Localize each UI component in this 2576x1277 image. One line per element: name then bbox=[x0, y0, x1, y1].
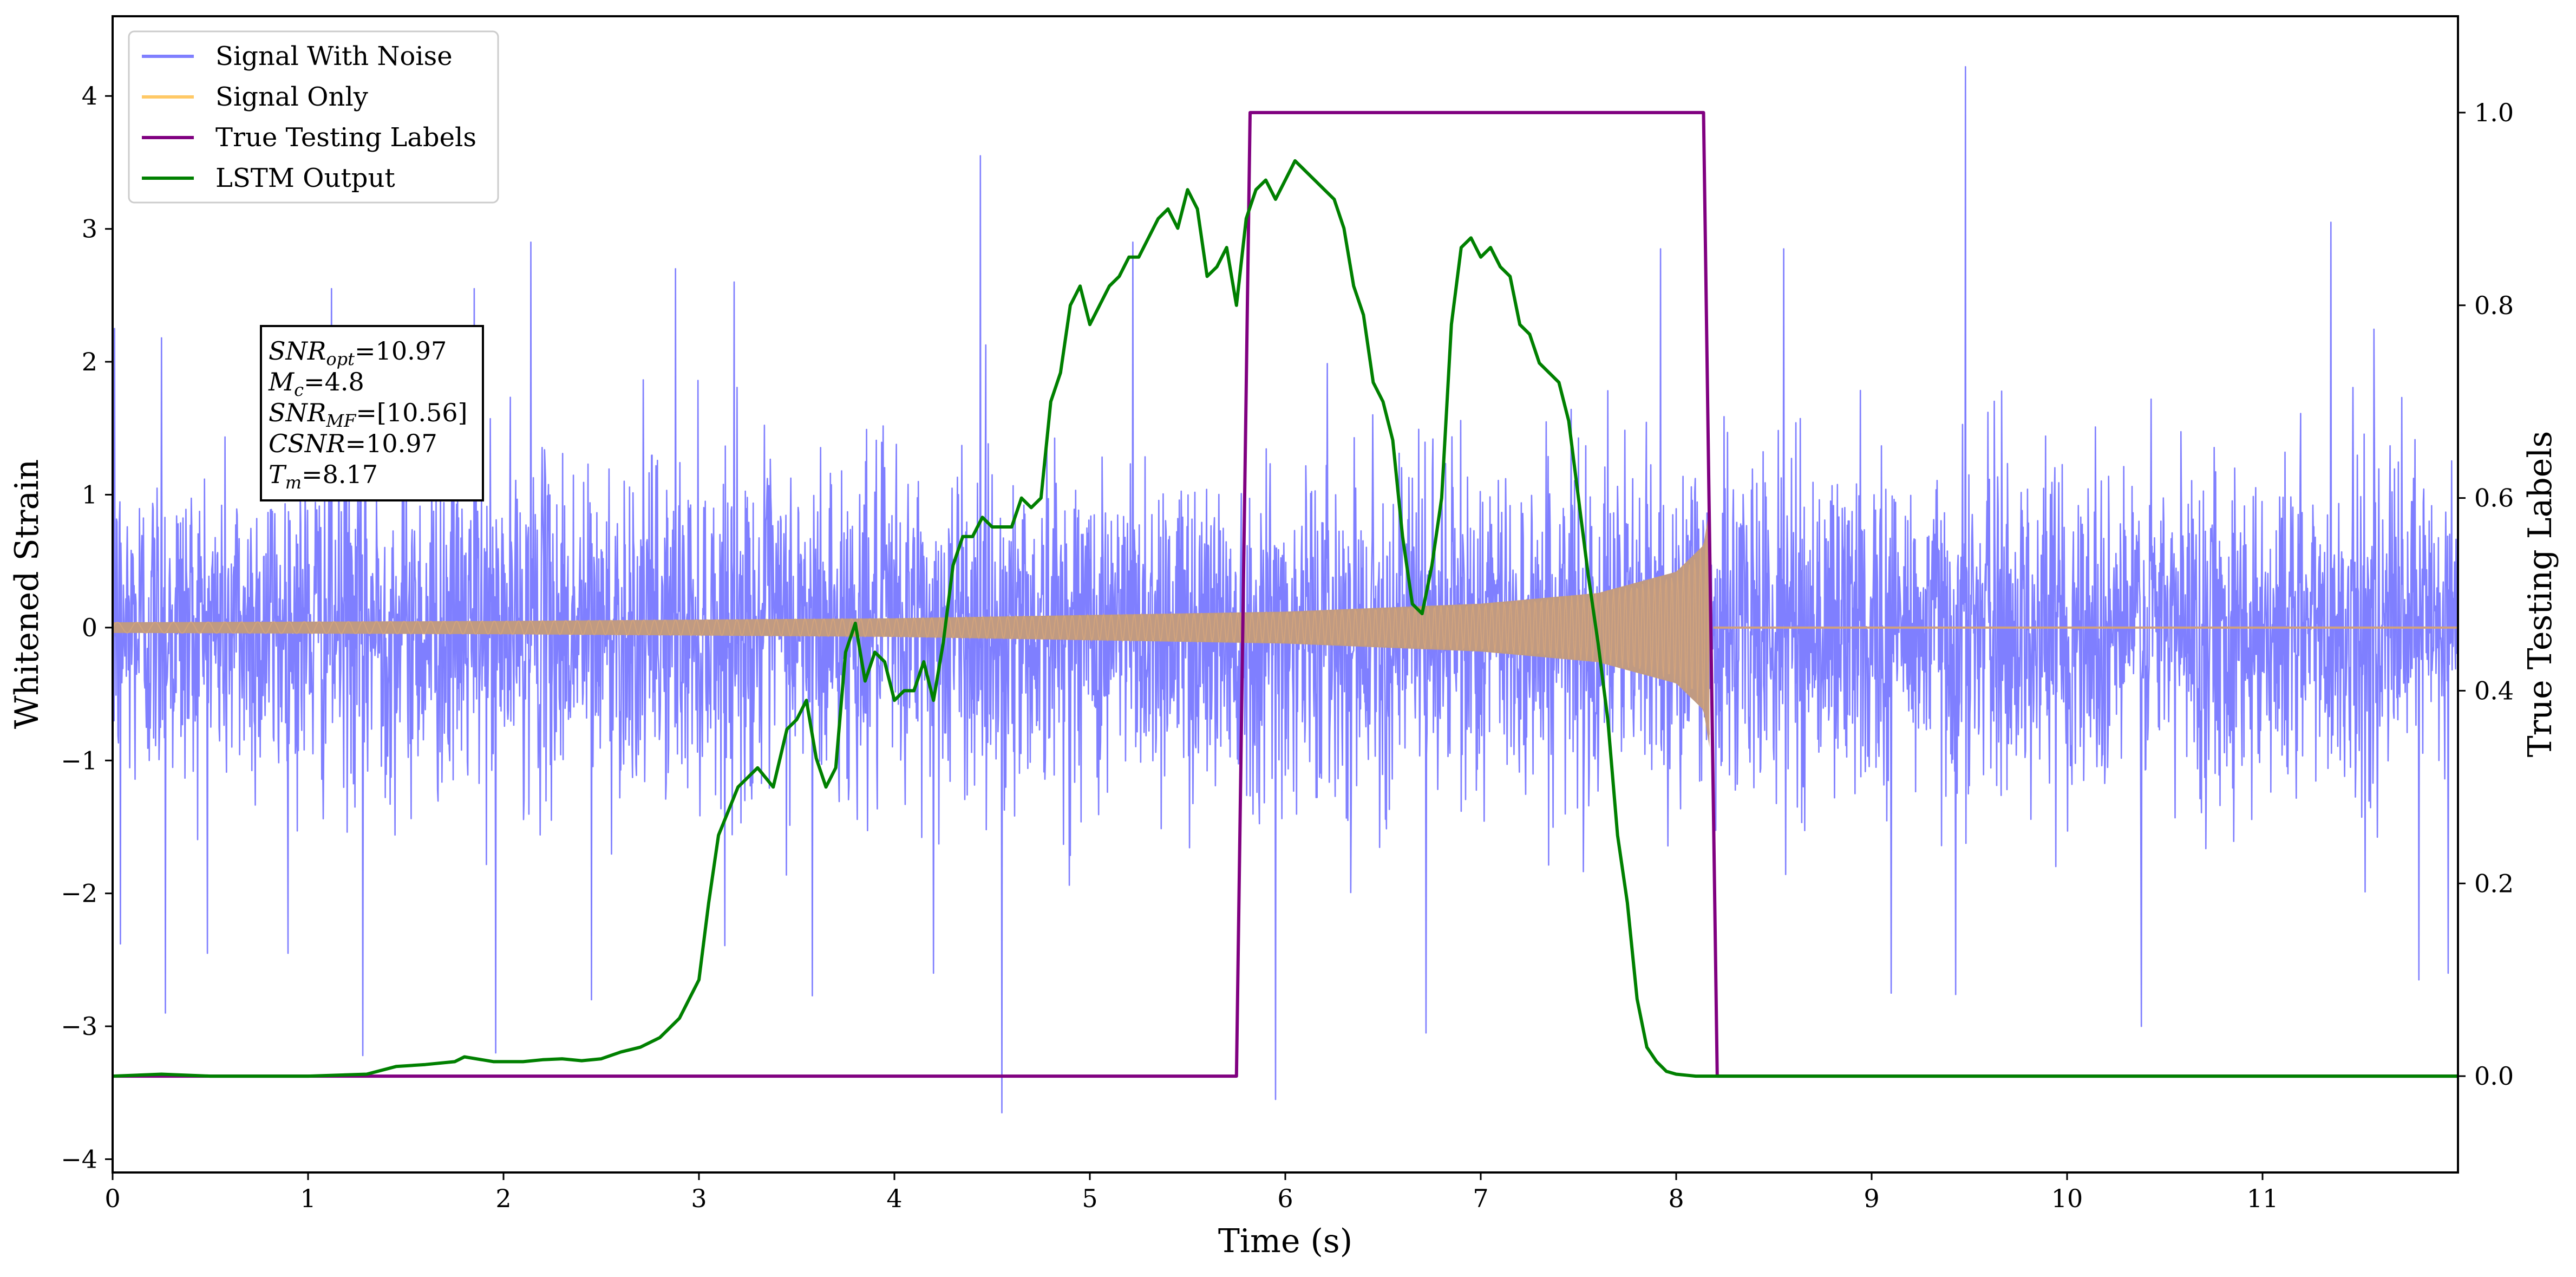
x-tick-label: 11 bbox=[2247, 1184, 2279, 1213]
y2-tick-label: 1.0 bbox=[2474, 98, 2514, 127]
y-tick-label: 3 bbox=[82, 214, 97, 244]
signal-with-noise-layer bbox=[113, 66, 2458, 1113]
annotation-line: SNRMF=[10.56] bbox=[269, 398, 468, 431]
y-tick-label: −4 bbox=[61, 1144, 97, 1174]
y2-axis-label: True Testing Labels bbox=[2521, 431, 2559, 758]
legend-label: Signal Only bbox=[215, 82, 368, 112]
y-axis-left: 4 3 2 1 0 −1 −2 −3 −4 bbox=[61, 81, 113, 1174]
x-tick-label: 0 bbox=[104, 1184, 120, 1213]
x-tick-label: 9 bbox=[1864, 1184, 1879, 1213]
y2-tick-label: 0.8 bbox=[2474, 291, 2514, 320]
legend-label: LSTM Output bbox=[215, 163, 395, 193]
x-tick-label: 5 bbox=[1082, 1184, 1097, 1213]
annotation-box bbox=[260, 325, 484, 501]
legend-label: Signal With Noise bbox=[215, 41, 453, 71]
legend-box bbox=[128, 30, 499, 204]
lstm-output-layer bbox=[113, 159, 2458, 1078]
y-axis-right: 1.0 0.8 0.6 0.4 0.2 0.0 bbox=[2458, 98, 2514, 1091]
x-tick-label: 1 bbox=[300, 1184, 316, 1213]
x-tick-label: 8 bbox=[1668, 1184, 1684, 1213]
signal-only-envelope bbox=[113, 508, 1710, 747]
y-tick-label: −3 bbox=[61, 1012, 97, 1041]
y-tick-label: −1 bbox=[61, 746, 97, 775]
stats-annotation-box: SNRopt=10.97Mc=4.8SNRMF=[10.56]CSNR=10.9… bbox=[260, 325, 484, 501]
x-tick-label: 3 bbox=[691, 1184, 707, 1213]
y-tick-label: 4 bbox=[82, 81, 97, 110]
x-tick-label: 6 bbox=[1277, 1184, 1293, 1213]
x-tick-label: 2 bbox=[495, 1184, 511, 1213]
signal-with-noise-line bbox=[113, 66, 2458, 1113]
y-tick-label: 2 bbox=[82, 347, 97, 376]
y-tick-label: 1 bbox=[82, 480, 97, 509]
x-axis-label: Time (s) bbox=[1218, 1222, 1352, 1260]
annotation-line: Tm=8.17 bbox=[269, 460, 378, 493]
lstm-output-line bbox=[113, 159, 2458, 1078]
x-tick-label: 7 bbox=[1473, 1184, 1488, 1213]
signal-only-layer bbox=[113, 508, 2458, 747]
y2-tick-label: 0.6 bbox=[2474, 484, 2514, 513]
legend-label: True Testing Labels bbox=[215, 122, 476, 153]
x-tick-label: 4 bbox=[886, 1184, 902, 1213]
y2-tick-label: 0.2 bbox=[2474, 869, 2514, 898]
x-axis: 0 1 2 3 4 5 6 7 8 9 10 11 bbox=[104, 1172, 2278, 1213]
annotation-line: Mc=4.8 bbox=[268, 367, 364, 400]
annotation-line: SNRopt=10.97 bbox=[269, 336, 447, 369]
signal-only-line bbox=[113, 531, 1710, 735]
y2-tick-label: 0.0 bbox=[2474, 1061, 2514, 1091]
y2-tick-label: 0.4 bbox=[2474, 676, 2514, 705]
y-tick-label: −2 bbox=[61, 879, 97, 908]
y-tick-label: 0 bbox=[82, 613, 97, 642]
x-tick-label: 10 bbox=[2051, 1184, 2083, 1213]
legend: Signal With Noise Signal Only True Testing… bbox=[128, 30, 499, 204]
y-axis-label: Whitened Strain bbox=[8, 459, 46, 729]
annotation-line: CSNR=10.97 bbox=[269, 429, 437, 458]
